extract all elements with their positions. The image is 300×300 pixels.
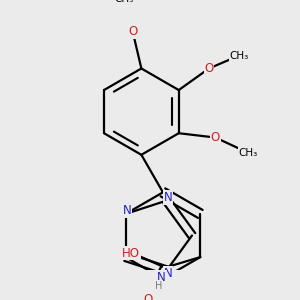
Text: HO: HO xyxy=(122,247,140,260)
Text: H: H xyxy=(155,281,162,291)
Text: CH₃: CH₃ xyxy=(115,0,134,4)
Text: O: O xyxy=(128,25,137,38)
Text: N: N xyxy=(123,204,131,217)
Text: O: O xyxy=(204,62,214,75)
Text: CH₃: CH₃ xyxy=(230,50,249,61)
Text: O: O xyxy=(143,293,152,300)
Text: N: N xyxy=(157,271,166,284)
Text: CH₃: CH₃ xyxy=(238,148,257,158)
Text: N: N xyxy=(164,191,172,204)
Text: O: O xyxy=(211,131,220,144)
Text: N: N xyxy=(164,267,172,280)
